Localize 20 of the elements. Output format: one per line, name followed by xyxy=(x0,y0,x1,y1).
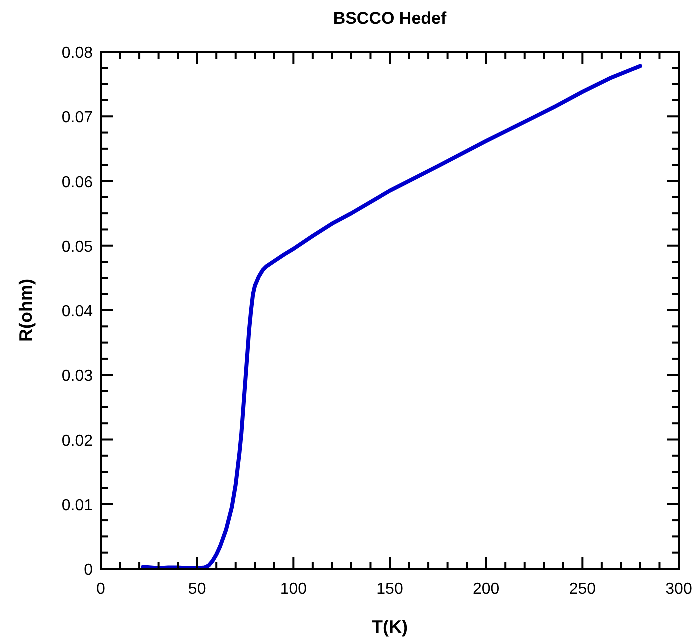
y-tick-label: 0.08 xyxy=(62,45,94,62)
y-tick-label: 0.05 xyxy=(62,238,94,256)
x-tick-label: 0 xyxy=(96,581,106,598)
y-tick-label: 0.04 xyxy=(62,304,94,320)
x-tick-label: 200 xyxy=(472,581,500,598)
x-tick-label: 50 xyxy=(188,581,206,598)
chart-title: BSCCO Hedef xyxy=(333,9,448,28)
y-tick-label: 0.01 xyxy=(62,497,94,514)
y-tick-label: 0 xyxy=(84,562,94,579)
x-axis-title: T(K) xyxy=(372,617,408,637)
x-tick-label: 250 xyxy=(569,581,596,598)
y-tick-label: 0.03 xyxy=(62,368,94,386)
x-tick-label: 300 xyxy=(666,581,692,598)
y-tick-label: 0.02 xyxy=(62,432,94,450)
x-tick-label: 100 xyxy=(280,581,308,598)
y-tick-label: 0.07 xyxy=(62,110,94,127)
y-tick-label: 0.06 xyxy=(62,174,94,192)
line-series xyxy=(141,64,642,570)
y-axis-title: R(ohm) xyxy=(16,279,36,342)
x-tick-label: 150 xyxy=(376,581,404,598)
